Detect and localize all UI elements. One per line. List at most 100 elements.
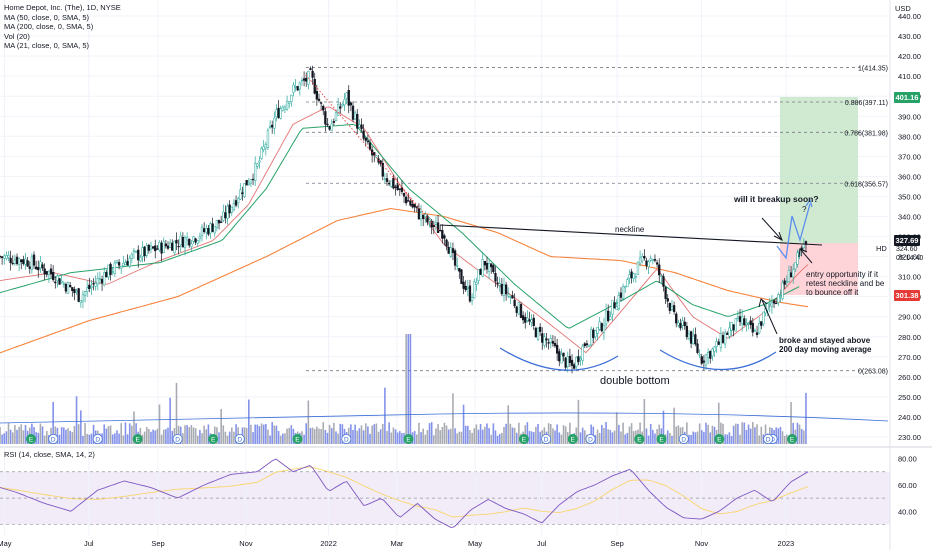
legend-ma50[interactable]: MA (50, close, 0, SMA, 5) (4, 12, 90, 22)
earnings-event-icon[interactable]: E (634, 433, 645, 444)
volume-bar (783, 435, 786, 444)
earnings-event-icon[interactable]: E (787, 433, 798, 444)
candle-body (528, 319, 531, 322)
earnings-event-icon[interactable]: E (403, 433, 414, 444)
candle-body (47, 270, 51, 276)
rsi-tick-label: 80.00 (898, 455, 917, 464)
target-price-tag: 401.16 (894, 92, 920, 103)
dividend-event-icon[interactable]: D (92, 433, 103, 444)
candle-body (211, 223, 214, 232)
downtrend-line[interactable] (305, 74, 441, 233)
earnings-event-icon[interactable]: E (292, 433, 303, 444)
candle-body (672, 305, 676, 312)
volume-bar (35, 432, 37, 444)
volume-bar (311, 427, 314, 444)
candle-body (789, 272, 793, 278)
candle-body (521, 315, 525, 321)
dividend-event-icon[interactable]: D (541, 433, 552, 444)
legend-ma21[interactable]: MA (21, close, 0, SMA, 5) (4, 41, 90, 51)
fib-retracement[interactable]: 1(414.35) 0.886(397.11) 0.786(381.98) 0.618… (306, 65, 888, 376)
candle-body (207, 228, 210, 235)
volume-bar (530, 431, 533, 444)
dividend-event-icon[interactable]: D (48, 433, 59, 444)
volume-bar (654, 433, 656, 444)
neckline-line[interactable] (439, 224, 823, 246)
currency-label[interactable]: USD (895, 4, 911, 13)
time-axis[interactable]: May Jul Sep Nov 2022 Mar May Jul Sep Nov 2023 (0, 539, 794, 548)
candle-body (534, 327, 538, 338)
candle-body (762, 311, 765, 325)
volume-bar (583, 430, 586, 444)
volume-bar (367, 426, 369, 444)
earnings-event-icon[interactable]: E (518, 433, 529, 444)
volume-bar (62, 427, 65, 444)
volume-bar (418, 422, 420, 444)
volume-bar (377, 431, 380, 444)
candle-body (513, 299, 516, 307)
candle-body (139, 257, 142, 262)
volume-bar (639, 422, 641, 444)
candle-body (375, 155, 378, 158)
dividend-event-icon[interactable]: D (341, 433, 352, 444)
dividend-event-icon[interactable]: D (678, 433, 689, 444)
volume-bar (216, 427, 218, 444)
volume-bar (324, 430, 327, 444)
chart-legend[interactable]: Home Depot, Inc. (The), 1D, NYSE MA (50,… (4, 3, 121, 51)
dividend-event-icon[interactable]: D (234, 433, 245, 444)
bottom-arc-left[interactable] (499, 347, 619, 371)
bottom-arc-right[interactable] (659, 349, 777, 371)
candle-body (587, 344, 591, 347)
earnings-event-icon[interactable]: E (714, 433, 725, 444)
events-row[interactable]: EDDEDEDEDEEDEDEEDEDED (26, 433, 798, 444)
candle-body (502, 284, 506, 296)
volume-bar (381, 423, 384, 444)
candle-body (624, 285, 627, 288)
rsi-axis[interactable]: 40.00 60.00 80.00 (898, 455, 917, 517)
volume-bar (509, 423, 512, 444)
volume-bar (303, 434, 305, 444)
volume-bar (388, 422, 390, 444)
projection-path[interactable] (776, 203, 811, 260)
volume-bar (43, 435, 46, 444)
candle-body (777, 294, 780, 303)
price-tick-label: 240.00 (898, 413, 921, 422)
earnings-event-icon[interactable]: E (567, 433, 578, 444)
candle-body (655, 262, 659, 265)
rsi-legend[interactable]: RSI (14, close, SMA, 14, 2) (4, 450, 95, 459)
volume-bar (364, 423, 367, 444)
volume-bar (620, 431, 622, 444)
candle-body (664, 287, 667, 299)
volume-bar (743, 422, 746, 444)
candle-body (54, 281, 57, 284)
earnings-event-icon[interactable]: E (208, 433, 219, 444)
candle-body (103, 272, 106, 286)
earnings-event-icon[interactable]: E (26, 433, 37, 444)
candle-body (511, 295, 514, 299)
candle-body (424, 214, 427, 218)
volume-bar (335, 431, 337, 444)
dividend-event-icon[interactable]: D (172, 433, 183, 444)
volume-bar (165, 429, 167, 444)
candle-body (613, 302, 616, 309)
legend-ma200[interactable]: MA (200, close, 0, SMA, 5) (4, 22, 94, 32)
candle-body (368, 142, 372, 150)
volume-bar (56, 427, 59, 444)
earnings-event-icon[interactable]: E (656, 433, 667, 444)
dividend-event-icon[interactable]: D (763, 433, 774, 444)
candle-body (413, 204, 416, 208)
volume-bar (45, 431, 48, 444)
legend-volume[interactable]: Vol (20) (4, 31, 30, 41)
volume-bar (760, 426, 763, 444)
dividend-event-icon[interactable]: D (585, 433, 596, 444)
volume-bar (632, 431, 635, 444)
candle-body (734, 318, 737, 332)
earnings-event-icon[interactable]: E (132, 433, 143, 444)
volume-bar (235, 424, 237, 444)
candle-body (256, 163, 259, 167)
candle-body (73, 288, 76, 294)
volume-bar (730, 435, 733, 444)
volume-bar (494, 430, 497, 444)
